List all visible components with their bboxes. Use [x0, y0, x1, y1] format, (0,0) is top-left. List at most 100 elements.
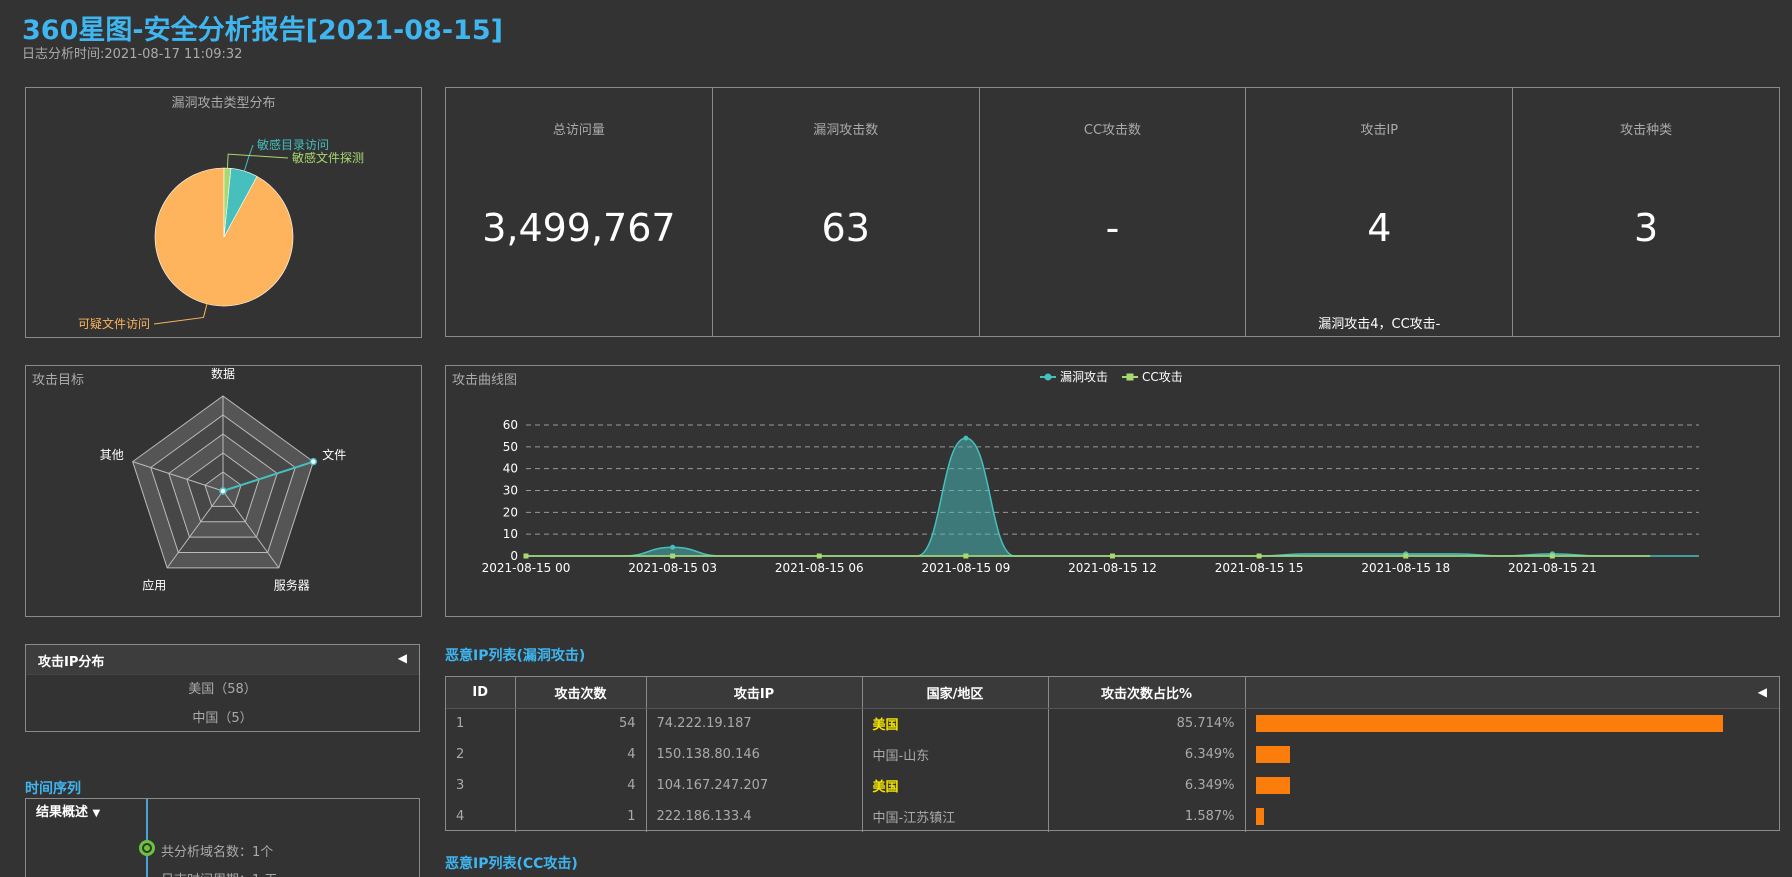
series-point[interactable] [1257, 554, 1262, 559]
column-header-id[interactable]: ID [446, 677, 515, 708]
series-line [526, 438, 1650, 556]
x-tick-label: 2021-08-15 18 [1361, 561, 1450, 575]
ip-distribution-title: 攻击IP分布 [38, 655, 104, 670]
stat-label: 漏洞攻击数 [713, 119, 979, 138]
percent-bar [1256, 715, 1723, 732]
collapse-arrow-icon[interactable]: ◀ [1758, 685, 1767, 699]
cell-ip: 150.138.80.146 [646, 739, 862, 770]
cell-region: 中国-山东 [862, 739, 1048, 770]
series-point[interactable] [1110, 554, 1115, 559]
cell-count: 4 [515, 739, 646, 770]
legend-marker [1127, 374, 1134, 381]
collapse-arrow-icon[interactable]: ◀ [398, 651, 407, 665]
x-tick-label: 2021-08-15 12 [1068, 561, 1157, 575]
cell-ip: 74.222.19.187 [646, 708, 862, 739]
series-point[interactable] [817, 554, 822, 559]
stat-card: 攻击种类 3 [1513, 88, 1779, 336]
cell-count: 54 [515, 708, 646, 739]
stat-value: 3 [1513, 206, 1779, 250]
stat-label: 总访问量 [446, 119, 712, 138]
attack-curve-chart: 0 10 20 30 40 50 60 2021-08-15 00 2021-08-15 03 2… [446, 366, 1779, 616]
cell-bar [1245, 770, 1779, 801]
cell-id: 3 [446, 770, 515, 801]
legend-label[interactable]: 漏洞攻击 [1060, 370, 1108, 384]
y-tick-label: 10 [503, 527, 518, 541]
cell-ip: 104.167.247.207 [646, 770, 862, 801]
ip-distribution-row: 美国（58） [26, 675, 419, 704]
caret-down-icon: ▼ [93, 808, 101, 819]
ip-table-panel: ID 攻击次数 攻击IP 国家/地区 攻击次数占比% ◀ 1 54 74.222.1… [445, 676, 1780, 831]
radar-chart: 数据文件服务器应用其他 [26, 366, 421, 616]
pie-leader-line [244, 145, 253, 171]
y-tick-label: 30 [503, 484, 518, 498]
radar-point[interactable] [310, 459, 316, 465]
ip-distribution-panel: 攻击IP分布 ◀ 美国（58） 中国（5） [25, 644, 420, 732]
radar-axis-label: 数据 [211, 366, 235, 381]
column-header-count[interactable]: 攻击次数 [515, 677, 646, 708]
result-summary-label: 结果概述 [36, 805, 88, 820]
y-tick-label: 20 [503, 505, 518, 519]
ip-table-section-title: 恶意IP列表(漏洞攻击) [445, 645, 585, 665]
stat-card: 攻击IP 4 漏洞攻击4，CC攻击- [1246, 88, 1513, 336]
column-header-percent[interactable]: 攻击次数占比% [1048, 677, 1245, 708]
series-point[interactable] [963, 436, 968, 441]
series-point[interactable] [670, 554, 675, 559]
x-tick-label: 2021-08-15 15 [1215, 561, 1304, 575]
radar-point[interactable] [220, 488, 226, 494]
result-summary-toggle[interactable]: 结果概述 ▼ [36, 801, 100, 820]
stat-value: - [980, 206, 1246, 250]
percent-bar [1256, 808, 1265, 825]
pie-slice-label: 敏感文件探测 [292, 150, 364, 165]
cell-bar [1245, 739, 1779, 770]
stat-note: 漏洞攻击4，CC攻击- [1246, 313, 1512, 332]
ip-distribution-row: 中国（5） [26, 704, 419, 733]
table-row[interactable]: 1 54 74.222.19.187 美国 85.714% [446, 708, 1779, 739]
stat-label: CC攻击数 [980, 119, 1246, 138]
pie-panel: 漏洞攻击类型分布 可疑文件访问 敏感目录访问 敏感文件探测 [25, 87, 422, 338]
x-tick-label: 2021-08-15 09 [921, 561, 1010, 575]
series-point[interactable] [1550, 554, 1555, 559]
column-header-bar: ◀ [1245, 677, 1779, 708]
cell-id: 1 [446, 708, 515, 739]
series-point[interactable] [1403, 554, 1408, 559]
series-point[interactable] [670, 545, 675, 550]
pie-slice-label: 可疑文件访问 [78, 316, 150, 331]
analysis-time: 日志分析时间:2021-08-17 11:09:32 [22, 43, 242, 62]
cell-bar [1245, 801, 1779, 832]
percent-bar [1256, 777, 1291, 794]
series-point[interactable] [524, 554, 529, 559]
legend-label[interactable]: CC攻击 [1142, 370, 1183, 384]
timeline-panel: 结果概述 ▼ 共分析域名数：1个 日志时间周期：1 天 [25, 798, 420, 877]
ip-distribution-header[interactable]: 攻击IP分布 ◀ [26, 645, 419, 675]
cell-percent: 6.349% [1048, 739, 1245, 770]
page-title: 360星图-安全分析报告[2021-08-15] [22, 8, 503, 47]
table-row[interactable]: 4 1 222.186.133.4 中国-江苏镇江 1.587% [446, 801, 1779, 832]
table-row[interactable]: 3 4 104.167.247.207 美国 6.349% [446, 770, 1779, 801]
cell-percent: 1.587% [1048, 801, 1245, 832]
y-tick-label: 60 [503, 418, 518, 432]
series-point[interactable] [963, 554, 968, 559]
column-header-region[interactable]: 国家/地区 [862, 677, 1048, 708]
y-tick-label: 40 [503, 462, 518, 476]
cell-id: 2 [446, 739, 515, 770]
cell-id: 4 [446, 801, 515, 832]
cell-region: 美国 [862, 708, 1048, 739]
timeline-node-icon [139, 840, 155, 856]
stats-panel: 总访问量 3,499,767 漏洞攻击数 63 CC攻击数 - 攻击IP 4 漏洞攻击4，CC攻… [445, 87, 1780, 337]
cell-percent: 6.349% [1048, 770, 1245, 801]
stat-card: 漏洞攻击数 63 [713, 88, 980, 336]
attack-curve-panel: 攻击曲线图 0 10 20 30 40 50 60 2021-08-15 00 2021-08-… [445, 365, 1780, 617]
table-row[interactable]: 2 4 150.138.80.146 中国-山东 6.349% [446, 739, 1779, 770]
cell-region: 美国 [862, 770, 1048, 801]
stat-value: 3,499,767 [446, 206, 712, 250]
pie-leader-line [227, 154, 288, 168]
cell-ip: 222.186.133.4 [646, 801, 862, 832]
ip-table: ID 攻击次数 攻击IP 国家/地区 攻击次数占比% ◀ 1 54 74.222.1… [446, 677, 1779, 832]
timeline-item: 日志时间周期：1 天 [161, 869, 277, 877]
series-area [526, 438, 1650, 556]
cell-count: 1 [515, 801, 646, 832]
stat-value: 4 [1246, 206, 1512, 250]
legend-marker [1045, 374, 1052, 381]
pie-chart: 可疑文件访问敏感目录访问敏感文件探测 [26, 88, 421, 337]
column-header-ip[interactable]: 攻击IP [646, 677, 862, 708]
